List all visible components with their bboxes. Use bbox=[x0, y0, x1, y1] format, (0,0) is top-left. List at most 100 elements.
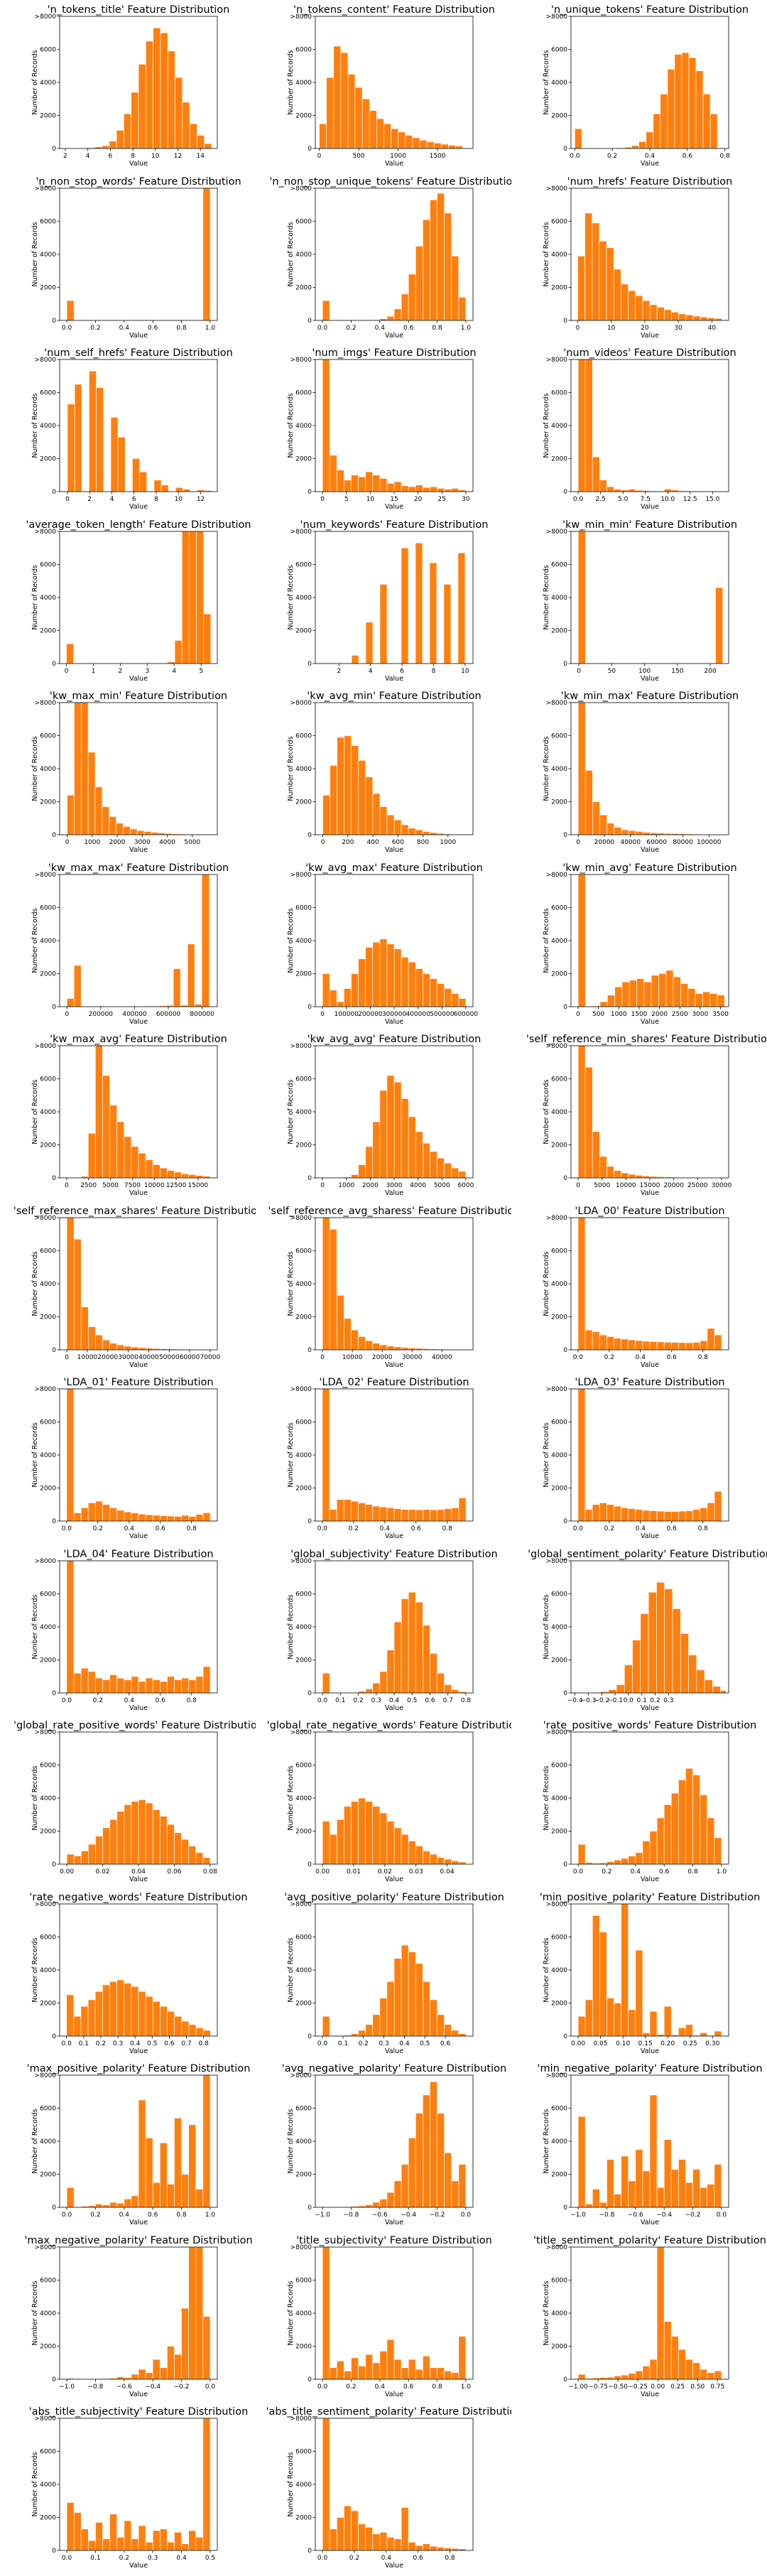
histogram-bar bbox=[578, 359, 585, 492]
x-tick-label: 150 bbox=[671, 668, 683, 675]
histogram-bar bbox=[430, 487, 437, 492]
histogram-bar bbox=[330, 1229, 337, 1350]
histogram-bar bbox=[376, 119, 384, 148]
histogram-bar bbox=[81, 2006, 88, 2036]
y-tick-label: 4000 bbox=[551, 1624, 567, 1631]
x-tick-label: 2000 bbox=[362, 1182, 379, 1189]
y-tick-label: 0 bbox=[308, 1690, 312, 1697]
histogram-bar bbox=[124, 2199, 131, 2207]
histogram-bar bbox=[387, 2537, 394, 2550]
y-axis-label: Number of Records bbox=[31, 2280, 39, 2345]
y-tick-label: 2000 bbox=[551, 113, 567, 120]
histogram-bar bbox=[606, 1505, 614, 1521]
histogram-bar bbox=[205, 144, 212, 148]
histogram-bars bbox=[578, 2095, 722, 2207]
histogram-bar bbox=[320, 124, 327, 148]
histogram-bar bbox=[614, 269, 621, 320]
histogram-chart: 'self_reference_min_shares' Feature Dist… bbox=[511, 1033, 767, 1203]
y-tick-label: 2000 bbox=[40, 456, 56, 463]
x-tick-label: 0.00 bbox=[651, 2383, 665, 2391]
histogram-bar bbox=[430, 1510, 437, 1521]
x-axis-label: Value bbox=[129, 1361, 148, 1369]
histogram-bar bbox=[592, 1132, 599, 1178]
x-tick-label: 5000 bbox=[434, 1182, 450, 1189]
x-tick-label: 40000 bbox=[432, 1354, 452, 1361]
x-axis-label: Value bbox=[641, 1876, 659, 1883]
x-tick-label: 600000 bbox=[454, 1011, 479, 1018]
histogram-bars bbox=[67, 1389, 210, 1521]
histogram-bar bbox=[577, 256, 584, 320]
x-tick-label: 0.4 bbox=[389, 1697, 400, 1704]
y-tick-label: 0 bbox=[563, 1004, 567, 1011]
histogram-bar bbox=[430, 833, 437, 835]
histogram-bar bbox=[189, 1846, 196, 1864]
histogram-bar bbox=[74, 1856, 81, 1864]
histogram-bar bbox=[445, 1163, 452, 1178]
y-tick-label: >8000 bbox=[290, 2415, 312, 2423]
histogram-bar bbox=[196, 1853, 203, 1864]
histogram-bar bbox=[175, 1516, 182, 1521]
y-axis-label: Number of Records bbox=[31, 1079, 39, 1144]
x-axis-label: Value bbox=[129, 2391, 148, 2398]
histogram-bar bbox=[153, 2531, 160, 2550]
histogram-bar bbox=[671, 1342, 678, 1349]
y-tick-label: 0 bbox=[563, 1861, 567, 1868]
x-tick-label: 0.0 bbox=[573, 1868, 584, 1876]
y-tick-label: 4000 bbox=[295, 938, 312, 945]
x-tick-label: 4 bbox=[369, 668, 373, 675]
histogram-bar bbox=[394, 1958, 401, 2035]
chart-title: 'n_unique_tokens' Feature Distribution bbox=[551, 4, 749, 16]
histogram-bar bbox=[373, 2202, 380, 2207]
histogram-bar bbox=[95, 2204, 102, 2207]
x-tick-label: 0.2 bbox=[90, 325, 100, 332]
histogram-bar bbox=[322, 1389, 330, 1521]
histogram-bar bbox=[408, 274, 415, 320]
y-tick-label: 0 bbox=[308, 1175, 312, 1182]
histogram-bar bbox=[707, 2184, 714, 2207]
histogram-chart: 'max_positive_polarity' Feature Distribu… bbox=[0, 2062, 256, 2233]
x-tick-label: 0.3 bbox=[113, 2040, 123, 2047]
x-tick-label: 25000 bbox=[687, 1182, 708, 1189]
x-tick-label: 0 bbox=[577, 668, 581, 675]
histogram-panel: 'max_negative_polarity' Feature Distribu… bbox=[0, 2234, 256, 2405]
histogram-bar bbox=[173, 968, 180, 1006]
histogram-bar bbox=[394, 1346, 401, 1349]
histogram-bar bbox=[710, 993, 717, 1007]
y-tick-label: 2000 bbox=[295, 799, 312, 806]
histogram-bar bbox=[401, 2367, 408, 2379]
x-tick-label: 15 bbox=[390, 496, 398, 503]
histogram-panel: 'rate_positive_words' Feature Distributi… bbox=[511, 1719, 767, 1890]
histogram-bar bbox=[437, 2367, 445, 2379]
chart-title: 'num_videos' Feature Distribution bbox=[563, 347, 736, 359]
histogram-bar bbox=[452, 256, 459, 320]
y-tick-label: 0 bbox=[308, 661, 312, 668]
histogram-bar bbox=[459, 1862, 466, 1864]
histogram-bar bbox=[686, 1511, 693, 1521]
histogram-bar bbox=[102, 1679, 109, 1693]
x-tick-label: 10.0 bbox=[660, 496, 675, 503]
histogram-bar bbox=[415, 1510, 423, 1521]
x-tick-label: 0 bbox=[320, 1011, 325, 1018]
histogram-panel: 'self_reference_max_shares' Feature Dist… bbox=[0, 1205, 256, 1375]
histogram-bars bbox=[578, 1768, 722, 1864]
histogram-bar bbox=[650, 833, 657, 835]
x-tick-label: 60000 bbox=[646, 839, 667, 846]
histogram-bar bbox=[175, 2016, 182, 2036]
x-tick-label: 0 bbox=[65, 839, 70, 846]
y-tick-label: 4000 bbox=[40, 938, 56, 945]
y-tick-label: >8000 bbox=[546, 13, 568, 21]
histogram-bar bbox=[174, 2532, 181, 2550]
x-tick-label: 0.2 bbox=[650, 1697, 660, 1704]
y-tick-label: 0 bbox=[308, 1347, 312, 1354]
histogram-bar bbox=[323, 795, 330, 835]
histogram-bar bbox=[650, 304, 657, 320]
histogram-panel: 'title_subjectivity' Feature Distributio… bbox=[256, 2234, 511, 2405]
y-axis-label: Number of Records bbox=[287, 50, 295, 114]
histogram-bars bbox=[67, 2247, 210, 2379]
y-tick-label: 2000 bbox=[295, 1485, 312, 1493]
histogram-panel: 'global_sentiment_polarity' Feature Dist… bbox=[511, 1548, 767, 1719]
histogram-bar bbox=[394, 1828, 401, 1864]
histogram-bar bbox=[636, 296, 643, 320]
